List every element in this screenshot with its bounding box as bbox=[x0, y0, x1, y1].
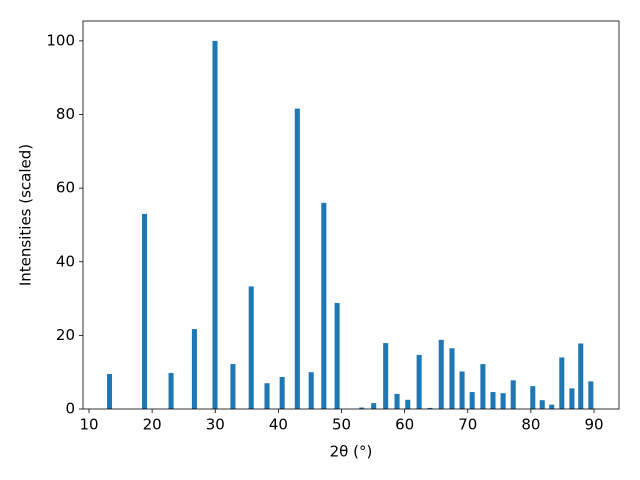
bar bbox=[490, 392, 496, 409]
bar bbox=[569, 388, 575, 409]
bar bbox=[449, 348, 455, 409]
x-tick-label: 20 bbox=[143, 416, 162, 434]
bar bbox=[248, 286, 254, 409]
plot-frame bbox=[82, 20, 620, 410]
y-tick-label: 0 bbox=[65, 400, 75, 418]
bar bbox=[416, 354, 422, 409]
x-tick-label: 10 bbox=[79, 416, 98, 434]
bar bbox=[294, 108, 300, 409]
bar bbox=[142, 213, 148, 409]
y-axis-label: Intensities (scaled) bbox=[17, 144, 35, 286]
bar bbox=[459, 371, 465, 409]
bar bbox=[480, 364, 486, 409]
y-tick-label: 60 bbox=[56, 179, 75, 197]
bar bbox=[578, 343, 584, 409]
bar bbox=[230, 364, 236, 409]
bar bbox=[212, 40, 218, 409]
bar bbox=[168, 372, 174, 409]
x-tick-label: 60 bbox=[395, 416, 414, 434]
bar bbox=[427, 407, 433, 409]
bar bbox=[334, 302, 340, 409]
bar bbox=[405, 399, 411, 409]
bar bbox=[394, 393, 400, 409]
bar bbox=[359, 407, 365, 409]
bar bbox=[191, 329, 197, 409]
bar bbox=[264, 383, 270, 409]
x-axis-label: 2θ (°) bbox=[330, 443, 373, 461]
bar bbox=[438, 339, 444, 409]
bar bbox=[510, 380, 516, 409]
y-tick-label: 40 bbox=[56, 252, 75, 270]
bar bbox=[530, 386, 536, 409]
bar bbox=[106, 374, 113, 409]
bar bbox=[371, 403, 377, 409]
bar bbox=[308, 372, 314, 409]
x-tick-label: 50 bbox=[332, 416, 351, 434]
y-tick-label: 80 bbox=[56, 105, 75, 123]
bar bbox=[588, 381, 594, 409]
x-tick-label: 70 bbox=[458, 416, 477, 434]
x-tick-label: 80 bbox=[521, 416, 540, 434]
x-tick-label: 40 bbox=[269, 416, 288, 434]
x-tick-label: 90 bbox=[584, 416, 603, 434]
bar bbox=[469, 392, 475, 409]
bar bbox=[383, 343, 389, 409]
y-tick-label: 100 bbox=[46, 31, 75, 49]
bar bbox=[321, 202, 327, 409]
bar bbox=[539, 400, 545, 409]
x-tick-label: 30 bbox=[206, 416, 225, 434]
bar bbox=[279, 376, 285, 409]
y-tick-label: 20 bbox=[56, 326, 75, 344]
bar bbox=[549, 404, 555, 409]
bar bbox=[500, 393, 506, 409]
bar bbox=[559, 357, 565, 409]
